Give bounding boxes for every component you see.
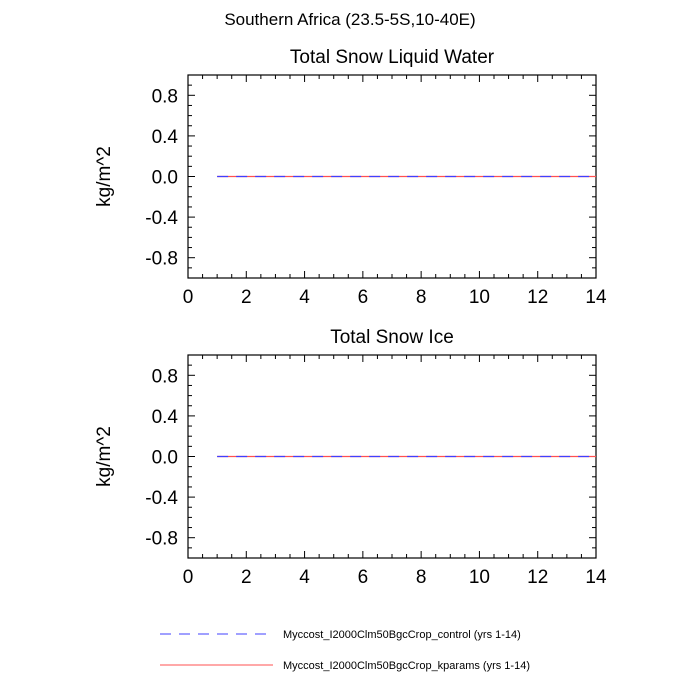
x-tick-label: 6 <box>358 287 369 308</box>
legend-label: Myccost_I2000Clm50BgcCrop_kparams (yrs 1… <box>283 660 530 672</box>
x-tick-label: 12 <box>527 567 548 588</box>
y-axis-label: kg/m^2 <box>94 426 115 487</box>
x-tick-label: 14 <box>585 287 607 308</box>
y-axis-label: kg/m^2 <box>94 146 115 207</box>
y-tick-label: 0.0 <box>152 448 178 469</box>
y-tick-label: -0.8 <box>145 529 178 550</box>
y-tick-label: 0.0 <box>152 168 178 189</box>
y-tick-label: -0.8 <box>145 249 178 270</box>
y-tick-label: -0.4 <box>145 488 178 509</box>
x-tick-label: 14 <box>585 567 607 588</box>
panel-title: Total Snow Ice <box>330 327 454 348</box>
x-tick-label: 8 <box>416 287 427 308</box>
panel-title: Total Snow Liquid Water <box>290 47 495 68</box>
x-tick-label: 10 <box>469 567 490 588</box>
x-tick-label: 2 <box>241 287 252 308</box>
x-tick-label: 10 <box>469 287 490 308</box>
y-tick-label: 0.4 <box>152 127 179 148</box>
x-tick-label: 4 <box>299 567 310 588</box>
x-tick-label: 0 <box>183 567 194 588</box>
x-tick-label: 8 <box>416 567 427 588</box>
x-tick-label: 0 <box>183 287 194 308</box>
y-tick-label: 0.8 <box>152 86 178 107</box>
y-tick-label: -0.4 <box>145 208 178 229</box>
x-tick-label: 12 <box>527 287 548 308</box>
panel-total-snow-liquid-water: Total Snow Liquid Water kg/m^2 0 2 4 6 8 10 12 14… <box>94 47 607 308</box>
y-tick-label: 0.4 <box>152 407 179 428</box>
legend: Myccost_I2000Clm50BgcCrop_control (yrs 1… <box>160 629 530 672</box>
y-tick-label: 0.8 <box>152 366 178 387</box>
x-tick-label: 2 <box>241 567 252 588</box>
x-tick-label: 4 <box>299 287 310 308</box>
x-tick-label: 6 <box>358 567 369 588</box>
panel-total-snow-ice: Total Snow Ice kg/m^2 0 2 4 6 8 10 12 14 0.8 0.4 0.0… <box>94 327 607 588</box>
figure-title: Southern Africa (23.5-5S,10-40E) <box>224 10 476 29</box>
legend-label: Myccost_I2000Clm50BgcCrop_control (yrs 1… <box>283 629 521 641</box>
